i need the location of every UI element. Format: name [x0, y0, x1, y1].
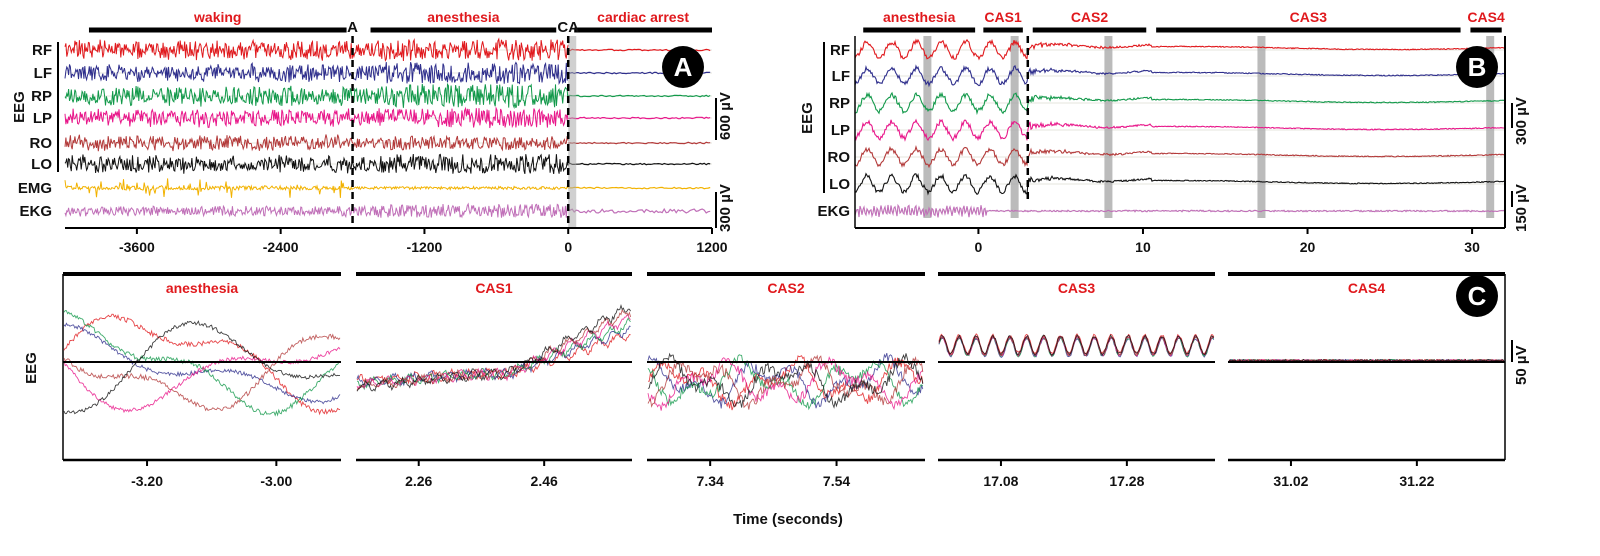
panel-b-channel-label: EKG [817, 203, 850, 220]
panel-a-x-tick-label: 0 [564, 239, 572, 255]
panel-c-x-tick-label: 2.46 [531, 473, 558, 489]
panel-b-epoch-label: CAS4 [1467, 9, 1505, 25]
panel-c-scalebar-50-label: 50 µV [1513, 346, 1530, 386]
panel-c-epoch-label: anesthesia [166, 280, 239, 296]
panel-b-channel-label: LO [829, 176, 850, 193]
panel-b-channel-label: RP [829, 95, 850, 112]
panel-a-channel-label: RO [30, 135, 53, 152]
panel-a-plot [65, 39, 712, 218]
panel-c-x-tick-label: 31.02 [1273, 473, 1308, 489]
panel-c-x-tick-label: 7.54 [823, 473, 850, 489]
panel-b-gray-bar [1011, 36, 1019, 218]
panel-b-channel-label: LF [832, 68, 850, 85]
panel-c-x-tick-label: 17.08 [983, 473, 1018, 489]
panel-c-trace [64, 323, 340, 403]
panel-b-x-tick-label: 30 [1464, 239, 1480, 255]
panel-b-plot [855, 36, 1505, 218]
panel-a-trace-rf [65, 39, 568, 61]
panel-a-x-tick-label: -1200 [407, 239, 443, 255]
panel-b-channel-label: RF [830, 42, 850, 59]
panel-a-scalebar-300-label: 300 µV [717, 184, 734, 232]
panel-c-x-tick-label: 31.22 [1399, 473, 1434, 489]
x-axis-title: Time (seconds) [733, 511, 843, 528]
panel-c-trace [357, 318, 631, 389]
panel-c-epoch-label: CAS4 [1348, 280, 1386, 296]
panel-a-letter: A [674, 52, 693, 82]
figure: RF LF RP LP RO LO EMG EKG waking anesthesia cardia… [0, 0, 1600, 556]
panel-b-eeg-label: EEG [799, 102, 816, 134]
panel-a-channel-label: LO [31, 156, 52, 173]
panel-c-trace [64, 348, 340, 413]
panel-a-epoch-label: cardiac arrest [597, 9, 689, 25]
panel-a-channel-label: LF [34, 65, 52, 82]
panel-a-eeg-label: EEG [11, 91, 28, 123]
panel-c-letter: C [1468, 281, 1487, 311]
panel-b-x-tick-label: 10 [1135, 239, 1151, 255]
panel-b-gray-bar [1257, 36, 1265, 218]
panel-a-epoch-label: waking [193, 9, 241, 25]
panel-a-x-tick-label: -3600 [119, 239, 155, 255]
panel-a-trace-ekg [65, 204, 568, 218]
panel-a-epoch-label: anesthesia [427, 9, 500, 25]
panel-b-channel-label: LP [831, 122, 850, 139]
panel-c-x-tick-label: -3.00 [260, 473, 292, 489]
panel-c-x-tick-label: 2.26 [405, 473, 432, 489]
panel-a-scalebar-600-label: 600 µV [717, 92, 734, 140]
panel-b-epoch-label: CAS2 [1071, 9, 1109, 25]
panel-b-x-tick-label: 0 [975, 239, 983, 255]
panel-b-epoch-label: anesthesia [883, 9, 956, 25]
panel-c-epoch-label: CAS1 [475, 280, 513, 296]
panel-a-flat-trace [568, 187, 710, 188]
panel-c-x-tick-label: -3.20 [131, 473, 163, 489]
panel-c-subpanel-cas1 [357, 306, 631, 392]
panel-c-x-tick-label: 7.34 [697, 473, 724, 489]
panel-b-scalebar-300-label: 300 µV [1513, 97, 1530, 145]
panel-b-x-tick-label: 20 [1300, 239, 1316, 255]
panel-a-x-tick-label: 1200 [696, 239, 727, 255]
panel-b-scalebar-150-label: 150 µV [1513, 184, 1530, 232]
panel-a-channel-label: RP [31, 88, 52, 105]
panel-a-marker-ca: CA [557, 19, 579, 36]
panel-a-channel-label: EMG [18, 180, 52, 197]
panel-a-flat-trace [568, 209, 710, 213]
panel-c-subpanel-cas3 [939, 334, 1214, 358]
panel-c-epoch-label: CAS2 [767, 280, 805, 296]
panel-c-epoch-label: CAS3 [1058, 280, 1096, 296]
panel-a-marker-a: A [347, 19, 358, 36]
panel-a-trace-emg [65, 178, 568, 198]
panel-b-channel-label: RO [828, 149, 851, 166]
panel-a-channel-label: RF [32, 42, 52, 59]
panel-c-x-tick-label: 17.28 [1109, 473, 1144, 489]
panel-c-eeg-label: EEG [23, 352, 40, 384]
panel-a-x-tick-label: -2400 [263, 239, 299, 255]
panel-b-letter: B [1468, 52, 1487, 82]
panel-b-epoch-label: CAS1 [984, 9, 1022, 25]
panel-a-channel-label: LP [33, 110, 52, 127]
panel-a-channel-label: EKG [19, 203, 52, 220]
panel-b-epoch-label: CAS3 [1290, 9, 1328, 25]
